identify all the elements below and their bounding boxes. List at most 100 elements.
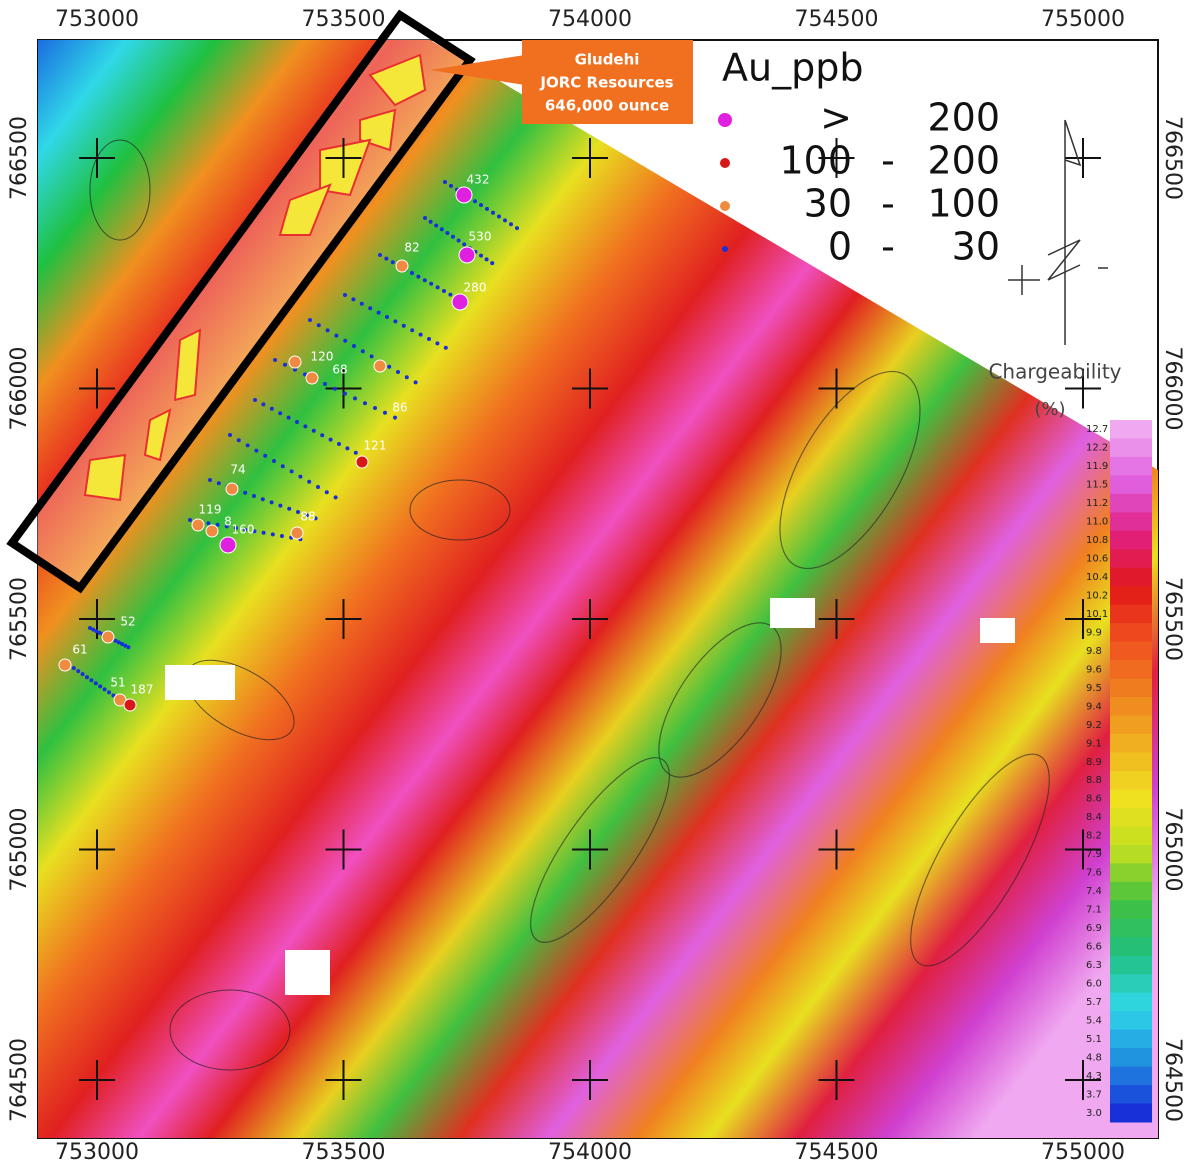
sample-point xyxy=(334,334,338,338)
y-tick-label: 764500 xyxy=(7,1038,32,1122)
sample-point xyxy=(391,260,395,264)
legend-to: 30 xyxy=(952,225,1000,269)
y-tick-label: 766500 xyxy=(7,116,32,200)
colorbar-swatch xyxy=(1110,1104,1152,1123)
colorbar-label: 9.1 xyxy=(1086,738,1102,749)
legend-symbol xyxy=(722,246,728,252)
colorbar-swatch xyxy=(1110,789,1152,808)
colorbar-swatch xyxy=(1110,863,1152,882)
sample-point xyxy=(444,346,448,350)
sample-point xyxy=(384,257,388,261)
colorbar-label: 12.7 xyxy=(1086,424,1108,435)
sample-point xyxy=(434,224,438,228)
colorbar-label: 10.6 xyxy=(1086,554,1108,565)
colorbar-label: 4.3 xyxy=(1086,1071,1102,1082)
sample-point xyxy=(515,226,519,230)
colorbar-swatch xyxy=(1110,993,1152,1012)
colorbar-label: 9.5 xyxy=(1086,683,1102,694)
colorbar-swatch xyxy=(1110,438,1152,457)
sample-marker xyxy=(452,294,468,310)
sample-point xyxy=(76,669,80,673)
sample-point xyxy=(283,363,287,367)
colorbar-label: 5.4 xyxy=(1086,1015,1102,1026)
sample-label: 61 xyxy=(72,643,87,657)
sample-point xyxy=(410,271,414,275)
colorbar-swatch xyxy=(1110,642,1152,661)
sample-point xyxy=(360,302,364,306)
colorbar-label: 9.2 xyxy=(1086,720,1102,731)
sample-point xyxy=(485,207,489,211)
x-tick-label: 754500 xyxy=(795,7,879,32)
sample-point xyxy=(94,681,98,685)
colorbar-swatch xyxy=(1110,605,1152,624)
sample-point xyxy=(378,253,382,257)
y-tick-label: 765000 xyxy=(1160,808,1185,892)
colorbar-label: 7.6 xyxy=(1086,868,1102,879)
y-tick-label: 765000 xyxy=(7,808,32,892)
sample-point xyxy=(337,442,341,446)
colorbar-swatch xyxy=(1110,808,1152,827)
legend-title: Au_ppb xyxy=(722,46,863,90)
sample-point xyxy=(393,319,397,323)
sample-point xyxy=(436,285,440,289)
colorbar-label: 11.2 xyxy=(1086,498,1108,509)
x-tick-label: 754000 xyxy=(548,1140,632,1165)
y-tick-label: 765500 xyxy=(1160,577,1185,661)
colorbar-label: 7.9 xyxy=(1086,849,1102,860)
colorbar-swatch xyxy=(1110,974,1152,993)
sample-point xyxy=(503,218,507,222)
sample-point xyxy=(85,675,89,679)
x-tick-label: 753000 xyxy=(55,1140,139,1165)
sample-point xyxy=(383,411,387,415)
sample-point xyxy=(457,239,461,243)
sample-point xyxy=(373,406,377,410)
sample-point xyxy=(72,666,76,670)
sample-point xyxy=(243,491,247,495)
colorbar-swatch xyxy=(1110,882,1152,901)
sample-point xyxy=(440,227,444,231)
sample-point xyxy=(333,387,337,391)
map: 4325308228012068861217411981608852615118… xyxy=(0,0,1192,1169)
sample-label: 121 xyxy=(364,439,387,453)
sample-point xyxy=(370,354,374,358)
sample-point xyxy=(263,454,267,458)
colorbar-swatch xyxy=(1110,494,1152,513)
sample-point xyxy=(290,469,294,473)
x-tick-label: 754000 xyxy=(548,7,632,32)
sample-point xyxy=(208,478,212,482)
legend-symbol xyxy=(720,201,730,211)
colorbar-label: 9.8 xyxy=(1086,646,1102,657)
colorbar-label: 6.3 xyxy=(1086,960,1102,971)
sample-point xyxy=(343,293,347,297)
sample-point xyxy=(281,464,285,468)
colorbar-swatch xyxy=(1110,679,1152,698)
colorbar-label: 5.7 xyxy=(1086,997,1102,1008)
sample-point xyxy=(435,341,439,345)
sample-point xyxy=(445,231,449,235)
sample-point xyxy=(429,282,433,286)
sample-point xyxy=(261,402,265,406)
sample-point xyxy=(448,293,452,297)
colorbar-swatch xyxy=(1110,937,1152,956)
legend-symbol xyxy=(718,113,732,127)
sample-point xyxy=(343,339,347,343)
sample-marker xyxy=(291,527,303,539)
sample-point xyxy=(479,254,483,258)
legend-to: 200 xyxy=(927,139,1000,183)
sample-point xyxy=(103,687,107,691)
y-tick-label: 766000 xyxy=(7,347,32,431)
x-tick-label: 754500 xyxy=(795,1140,879,1165)
sample-point xyxy=(361,349,365,353)
sample-marker xyxy=(59,659,71,671)
sample-point xyxy=(429,220,433,224)
sample-marker xyxy=(102,631,114,643)
sample-point xyxy=(485,257,489,261)
sample-label: 52 xyxy=(120,615,135,629)
colorbar-swatch xyxy=(1110,568,1152,587)
sample-point xyxy=(237,438,241,442)
y-tick-label: 765500 xyxy=(7,577,32,661)
sample-label: 82 xyxy=(404,241,419,255)
legend-separator: - xyxy=(881,139,895,183)
sample-point xyxy=(270,500,274,504)
sample-label: 74 xyxy=(230,463,245,477)
